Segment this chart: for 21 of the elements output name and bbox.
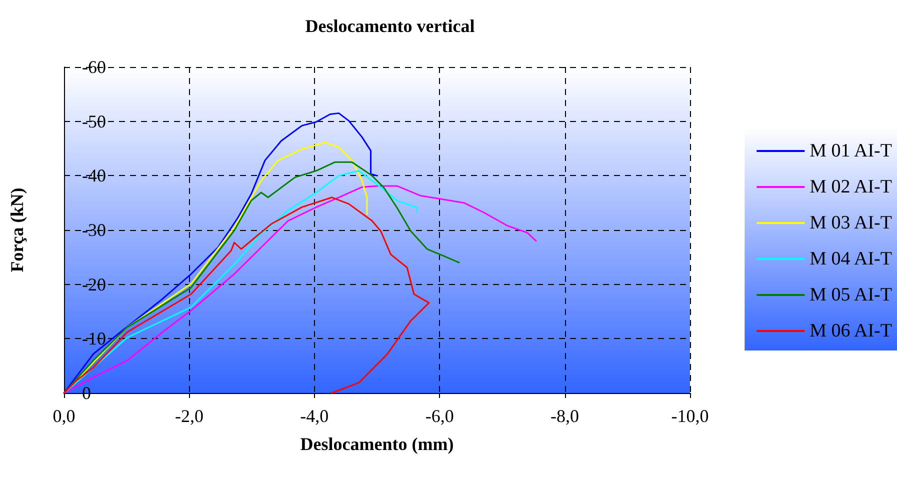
y-tick-label: -20: [82, 274, 106, 294]
x-tick-label: 0,0: [52, 406, 76, 426]
y-tick-label: -50: [82, 111, 106, 132]
x-tick-label: -8,0: [550, 406, 580, 426]
x-tick-label: -10,0: [671, 406, 709, 426]
x-axis-title: Deslocamento (mm): [300, 434, 454, 454]
legend-label: M 02 AI-T: [810, 176, 892, 198]
y-tick-label: -40: [82, 166, 106, 186]
x-tick-label: -2,0: [174, 406, 204, 426]
legend-label: M 04 AI-T: [810, 248, 892, 270]
legend-label: M 05 AI-T: [810, 284, 892, 306]
chart-title: Deslocamento vertical: [305, 16, 475, 36]
x-tick-label: -4,0: [300, 406, 329, 426]
y-tick-label: -60: [82, 57, 106, 77]
x-tick-label: -6,0: [425, 406, 454, 426]
legend-label: M 06 AI-T: [810, 320, 892, 342]
legend-label: M 01 AI-T: [810, 140, 892, 162]
legend-label: M 03 AI-T: [810, 212, 892, 234]
y-tick-label: -30: [82, 220, 106, 240]
y-axis-title: Força (kN): [7, 188, 27, 272]
y-tick-label: -10: [82, 328, 106, 349]
